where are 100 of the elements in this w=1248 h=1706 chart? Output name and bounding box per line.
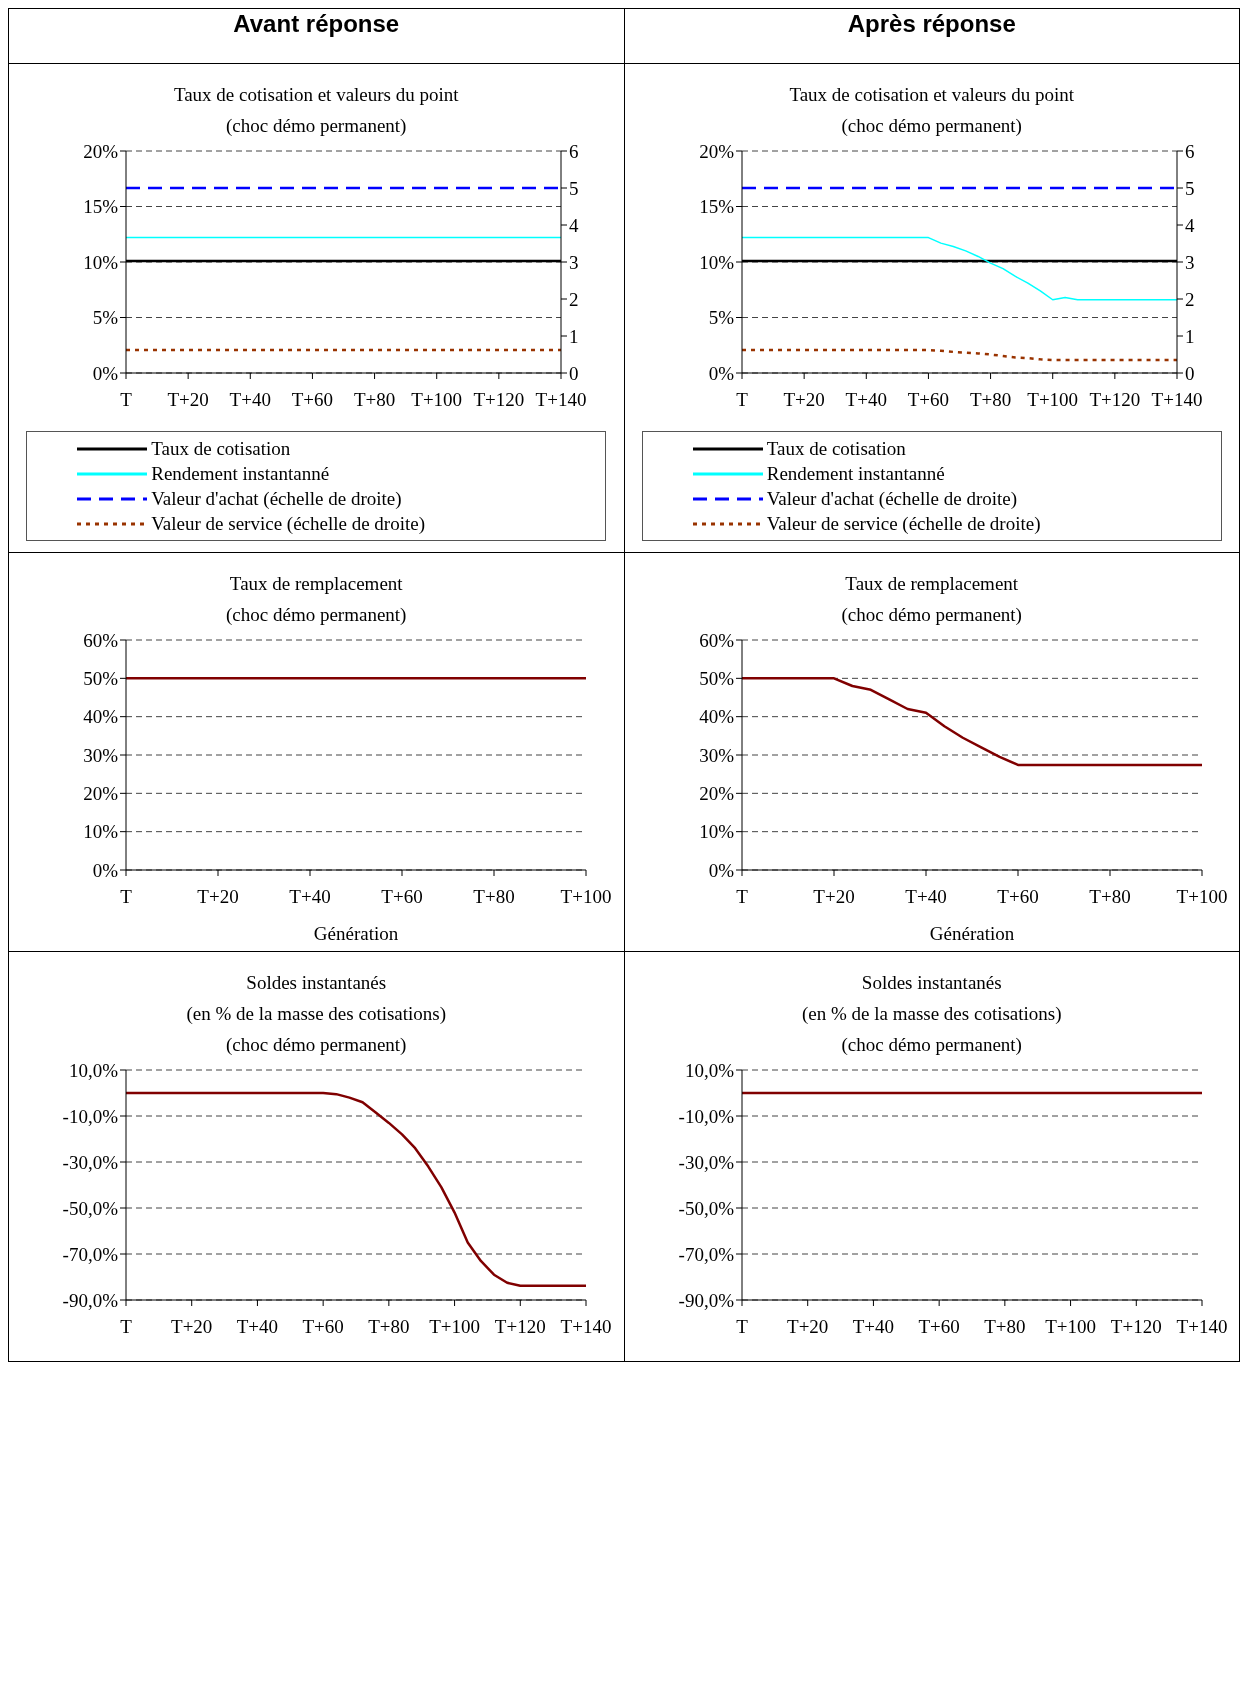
x-tick-label: T+140 [1151, 389, 1203, 411]
x-tick-label: T+20 [786, 1316, 829, 1338]
chart-title: Taux de cotisation et valeurs du point [788, 83, 1076, 107]
y-tick-label: 60% [83, 629, 119, 651]
legend-label: Valeur de service (échelle de droite) [766, 512, 1041, 535]
legend-label: Valeur d'achat (échelle de droite) [766, 487, 1018, 510]
chart-title: Taux de remplacement [228, 572, 404, 596]
y-tick-label: 50% [83, 668, 119, 690]
x-tick-label: T+80 [473, 886, 515, 908]
x-tick-label: T+140 [1176, 1316, 1228, 1338]
x-tick-label: T+120 [495, 1316, 546, 1338]
y2-tick-label: 2 [569, 288, 579, 310]
y-tick-label: -10,0% [678, 1105, 734, 1127]
legend-label: Valeur de service (échelle de droite) [151, 512, 426, 535]
y-tick-label: 30% [698, 744, 734, 766]
x-tick-label: T+80 [1089, 886, 1131, 908]
y-tick-label: -70,0% [62, 1243, 119, 1265]
x-tick-label: T+80 [368, 1316, 410, 1338]
x-tick-label: T+60 [302, 1316, 345, 1338]
x-tick-label: T+60 [997, 886, 1039, 908]
chart-subtitle: (en % de la masse des cotisations) (choc démo permanent) [185, 1002, 448, 1057]
y2-tick-label: 3 [1184, 251, 1195, 273]
y-tick-label: 20% [698, 140, 734, 162]
x-tick-label: T+20 [783, 389, 825, 411]
x-axis-title: Génération [314, 923, 399, 944]
y-tick-label: 0% [708, 362, 734, 384]
y-tick-label: 5% [708, 307, 734, 329]
y-tick-label: 30% [83, 744, 119, 766]
y-tick-label: -50,0% [62, 1197, 119, 1219]
line-series [126, 1091, 587, 1287]
y2-tick-label: 0 [1184, 362, 1195, 384]
y-tick-label: 0% [92, 859, 119, 881]
y-tick-label: -50,0% [678, 1197, 734, 1219]
y-tick-label: 5% [92, 307, 119, 329]
x-tick-label: T+100 [560, 886, 612, 908]
y2-tick-label: 2 [1184, 288, 1195, 310]
y2-tick-label: 6 [1184, 140, 1195, 162]
text: Après réponse [846, 10, 1017, 38]
y-tick-label: -10,0% [62, 1105, 119, 1127]
y2-tick-label: 1 [1184, 325, 1195, 347]
y-tick-label: 20% [698, 783, 734, 805]
y-tick-label: 15% [698, 196, 734, 218]
x-tick-label: T+100 [411, 389, 463, 411]
x-tick-label: T+80 [354, 389, 396, 411]
x-tick-label: T+40 [229, 389, 272, 411]
x-tick-label: T+60 [918, 1316, 960, 1338]
x-tick-label: T+40 [905, 886, 947, 908]
x-tick-label: T+40 [852, 1316, 894, 1338]
y-tick-label: -30,0% [678, 1151, 734, 1173]
y2-tick-label: 0 [569, 362, 579, 384]
y-tick-label: 10% [83, 821, 119, 843]
chart-subtitle: (choc démo permanent) [225, 603, 408, 627]
chart-subtitle: (choc démo permanent) [225, 114, 408, 138]
y-tick-label: 10% [83, 251, 119, 273]
chart-subtitle: (choc démo permanent) [840, 603, 1023, 627]
x-tick-label: T+100 [1044, 1316, 1096, 1338]
x-tick-label: T+120 [1110, 1316, 1162, 1338]
x-tick-label: T+140 [535, 389, 587, 411]
legend-label: Valeur d'achat (échelle de droite) [151, 487, 402, 510]
y-tick-label: 0% [92, 362, 119, 384]
y2-tick-label: 3 [569, 251, 579, 273]
y-tick-label: 10% [698, 821, 734, 843]
chart-title: Soldes instantanés [860, 971, 1003, 995]
y-tick-label: 40% [698, 706, 734, 728]
x-tick-label: T+100 [429, 1316, 481, 1338]
y2-tick-label: 6 [569, 140, 579, 162]
y2-tick-label: 1 [569, 325, 579, 347]
y-tick-label: -90,0% [62, 1289, 119, 1311]
x-tick-label: T+20 [167, 389, 210, 411]
x-tick-label: T+20 [813, 886, 855, 908]
chart-title: Taux de remplacement [844, 572, 1020, 596]
y-tick-label: -70,0% [678, 1243, 734, 1265]
x-tick-label: T+60 [381, 886, 423, 908]
line-series [741, 677, 1202, 767]
chart-title: Taux de cotisation et valeurs du point [172, 83, 460, 107]
y-tick-label: 20% [83, 140, 119, 162]
x-tick-label: T [120, 1316, 133, 1338]
legend-label: Rendement instantanné [766, 462, 945, 485]
x-tick-label: T+20 [197, 886, 239, 908]
chart-subtitle: (choc démo permanent) [840, 114, 1023, 138]
x-tick-label: T+40 [289, 886, 331, 908]
y-tick-label: 0% [708, 859, 734, 881]
x-tick-label: T+60 [292, 389, 334, 411]
x-tick-label: T+140 [560, 1316, 612, 1338]
y-tick-label: -30,0% [62, 1151, 119, 1173]
y-tick-label: 60% [698, 629, 734, 651]
x-tick-label: T+100 [1176, 886, 1228, 908]
y-tick-label: 50% [698, 668, 734, 690]
x-tick-label: T [735, 886, 748, 908]
text: Avant réponse [232, 10, 401, 38]
x-tick-label: T [735, 389, 748, 411]
y-tick-label: 10,0% [684, 1059, 734, 1081]
x-tick-label: T+40 [845, 389, 887, 411]
x-tick-label: T [120, 886, 133, 908]
y-tick-label: 40% [83, 706, 119, 728]
y-tick-label: 15% [83, 196, 119, 218]
line-series [741, 236, 1177, 301]
x-tick-label: T+120 [473, 389, 525, 411]
x-tick-label: T+40 [237, 1316, 279, 1338]
x-tick-label: T [735, 1316, 748, 1338]
